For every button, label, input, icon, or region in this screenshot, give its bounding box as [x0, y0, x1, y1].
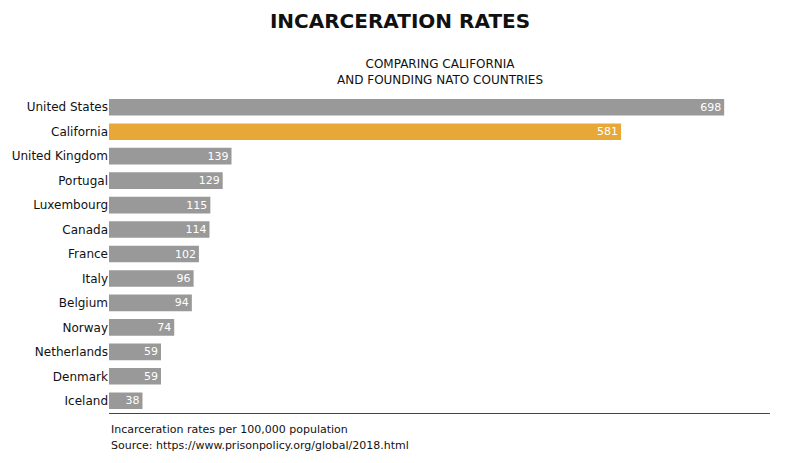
svg-text:Incarceration rates per 100,00: Incarceration rates per 100,000 populati…: [111, 423, 348, 436]
svg-text:Canada: Canada: [62, 223, 108, 237]
svg-text:102: 102: [175, 248, 196, 261]
svg-text:Italy: Italy: [82, 272, 108, 286]
svg-text:Norway: Norway: [62, 321, 108, 335]
svg-text:Netherlands: Netherlands: [35, 345, 108, 359]
svg-text:COMPARING CALIFORNIAAND FOUNDI: COMPARING CALIFORNIAAND FOUNDING NATO CO…: [337, 57, 543, 87]
svg-text:59: 59: [144, 370, 158, 383]
svg-text:139: 139: [208, 150, 229, 163]
svg-text:Belgium: Belgium: [59, 296, 108, 310]
svg-text:France: France: [68, 247, 108, 261]
svg-text:United States: United States: [27, 100, 108, 114]
svg-text:581: 581: [597, 125, 618, 138]
svg-text:Portugal: Portugal: [58, 174, 108, 188]
svg-text:114: 114: [185, 223, 206, 236]
svg-text:INCARCERATION RATES: INCARCERATION RATES: [270, 9, 530, 33]
svg-text:Luxembourg: Luxembourg: [33, 198, 108, 212]
svg-text:California: California: [51, 125, 108, 139]
svg-text:Denmark: Denmark: [53, 370, 108, 384]
svg-text:96: 96: [177, 272, 191, 285]
svg-text:Iceland: Iceland: [65, 394, 108, 408]
svg-text:129: 129: [199, 174, 220, 187]
svg-text:United Kingdom: United Kingdom: [12, 149, 108, 163]
svg-text:115: 115: [186, 199, 207, 212]
svg-text:74: 74: [157, 321, 171, 334]
svg-text:59: 59: [144, 345, 158, 358]
svg-text:38: 38: [125, 394, 139, 407]
svg-text:94: 94: [175, 296, 189, 309]
svg-text:Source: https://www.prisonpoli: Source: https://www.prisonpolicy.org/glo…: [111, 439, 409, 452]
svg-text:698: 698: [700, 101, 721, 114]
